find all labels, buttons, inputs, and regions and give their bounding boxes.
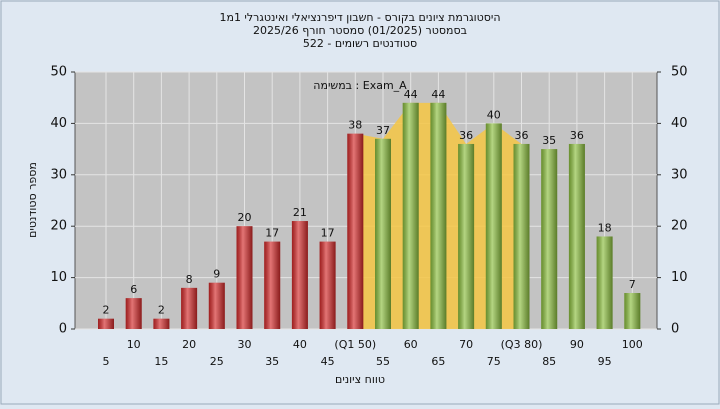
bar-shade (125, 298, 142, 329)
x-axis-label: טווח ציונים (335, 373, 385, 386)
value-label: 38 (348, 119, 362, 132)
x-tick-label: 95 (598, 355, 612, 368)
x-tick-label: 25 (210, 355, 224, 368)
x-tick-label: 100 (622, 338, 643, 351)
bar-shade (624, 293, 641, 329)
value-label: 9 (213, 268, 220, 281)
x-tick-label: 5 (103, 355, 110, 368)
x-tick-label: 45 (321, 355, 335, 368)
title-line: בסמסטר (01/2025) סמסטר חורף 2025/26 (253, 24, 467, 37)
value-label: 6 (130, 283, 137, 296)
y2-tick-label: 20 (671, 219, 688, 234)
x-tick-label: 65 (431, 355, 445, 368)
annotation: במשימה : Exam_A (313, 79, 407, 92)
y-tick-label: 0 (59, 322, 67, 337)
value-label: 17 (265, 227, 279, 240)
x-tick-label: 55 (376, 355, 390, 368)
y2-tick-label: 30 (671, 167, 688, 182)
bar-shade (458, 143, 475, 329)
value-label: 35 (542, 134, 556, 147)
x-tick-label: 75 (487, 355, 501, 368)
bar-shade (98, 318, 114, 329)
bar-shade (291, 221, 308, 329)
bar-shade (181, 287, 198, 329)
x-tick-label: 85 (542, 355, 556, 368)
bar-shade (430, 102, 447, 329)
value-label: 40 (487, 108, 501, 121)
value-label: 17 (321, 227, 335, 240)
y-tick-label: 20 (50, 219, 67, 234)
x-tick-label: 20 (182, 338, 196, 351)
x-tick-label: 40 (293, 338, 307, 351)
x-tick-label: (Q1 50) (334, 338, 376, 351)
bar-shade (347, 133, 364, 329)
value-label: 8 (186, 273, 193, 286)
y2-tick-label: 40 (671, 116, 688, 131)
x-tick-label: 60 (404, 338, 418, 351)
y-axis-label: מספר סטודנטים (26, 162, 39, 238)
bar-shade (375, 138, 391, 329)
bar-shade (513, 143, 530, 329)
x-tick-label: 90 (570, 338, 584, 351)
x-tick-label: 10 (127, 338, 141, 351)
value-label: 21 (293, 206, 307, 219)
value-label: 2 (158, 304, 165, 317)
y2-tick-label: 10 (671, 270, 688, 285)
value-label: 20 (238, 211, 252, 224)
bar-shade (208, 282, 225, 329)
bar-shade (236, 226, 253, 329)
title-line: היסטוגרמת ציונים בקורס - חשבון דיפרנציאל… (219, 11, 500, 24)
bar-shade (264, 241, 281, 329)
bar-shade (319, 241, 336, 329)
x-tick-label: 70 (459, 338, 473, 351)
value-label: 37 (376, 124, 390, 137)
value-label: 36 (570, 129, 584, 142)
y-tick-label: 50 (50, 65, 67, 80)
y-tick-label: 10 (50, 270, 67, 285)
x-tick-label: 15 (154, 355, 168, 368)
x-tick-label: (Q3 80) (501, 338, 543, 351)
x-tick-label: 35 (265, 355, 279, 368)
y2-tick-label: 50 (671, 65, 688, 80)
y-tick-label: 40 (50, 116, 67, 131)
bar-shade (153, 318, 170, 329)
y-tick-label: 30 (50, 167, 67, 182)
value-label: 2 (103, 304, 110, 317)
value-label: 36 (515, 129, 529, 142)
value-label: 36 (459, 129, 473, 142)
bar-shade (596, 236, 613, 329)
x-tick-label: 30 (238, 338, 252, 351)
bar-shade (485, 123, 502, 330)
value-label: 44 (431, 88, 445, 101)
value-label: 18 (598, 221, 612, 234)
bar-shade (568, 143, 585, 329)
value-label: 44 (404, 88, 418, 101)
value-label: 7 (629, 278, 636, 291)
bar-shade (402, 102, 419, 329)
y2-tick-label: 0 (671, 322, 679, 337)
bar-shade (541, 149, 558, 329)
title-line: 522 - סטודנטים רשומים (303, 37, 417, 50)
